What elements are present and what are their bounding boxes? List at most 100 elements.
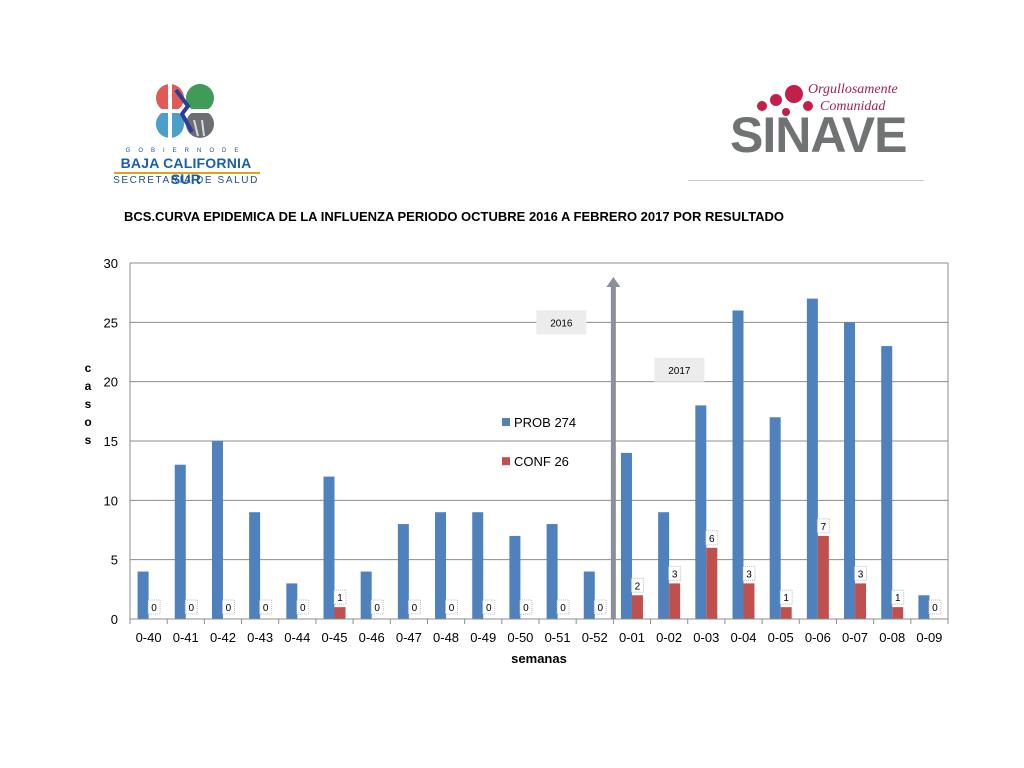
annotation-box xyxy=(654,357,705,382)
prob-bar xyxy=(844,322,856,619)
y-tick-label: 5 xyxy=(111,553,118,568)
prob-bar xyxy=(323,476,335,619)
conf-bar xyxy=(780,607,792,619)
y-axis-label-letter: c xyxy=(85,361,92,375)
conf-data-label: 6 xyxy=(709,534,715,545)
department-name: SECRETARÍA DE SALUD xyxy=(113,175,259,186)
divider-arrowhead xyxy=(606,277,621,287)
conf-bar xyxy=(855,583,867,619)
conf-data-label: 3 xyxy=(746,569,752,580)
data-label-box xyxy=(445,599,459,615)
conf-data-label: 0 xyxy=(374,603,380,614)
data-label-box xyxy=(705,530,719,546)
conf-bar xyxy=(334,607,346,619)
data-label-box xyxy=(482,599,496,615)
legend-label: PROB 274 xyxy=(514,415,576,430)
x-tick-label: 0-50 xyxy=(507,630,533,645)
y-tick-label: 20 xyxy=(104,375,118,390)
prob-bar xyxy=(918,595,930,619)
prob-bar xyxy=(732,310,744,619)
prob-bar xyxy=(397,524,409,619)
prob-bar xyxy=(695,405,707,619)
conf-data-label: 0 xyxy=(449,603,455,614)
conf-bar xyxy=(817,535,829,619)
data-label-box xyxy=(816,518,830,534)
conf-data-label: 2 xyxy=(635,581,641,592)
conf-data-label: 0 xyxy=(151,603,157,614)
x-tick-label: 0-40 xyxy=(136,630,162,645)
conf-data-label: 3 xyxy=(858,569,864,580)
x-tick-label: 0-51 xyxy=(545,630,571,645)
data-label-box xyxy=(333,589,347,605)
logo-underline xyxy=(688,180,924,181)
data-label-box xyxy=(593,599,607,615)
data-label-box xyxy=(147,599,161,615)
conf-data-label: 0 xyxy=(226,603,232,614)
conf-data-label: 7 xyxy=(821,522,827,533)
sinave-logo: Orgullosamente Comunidad SINAVE xyxy=(686,82,926,186)
government-label: GOBIERNODE xyxy=(125,148,247,154)
prob-bar xyxy=(806,298,818,619)
x-tick-label: 0-49 xyxy=(470,630,496,645)
bars xyxy=(137,298,930,619)
x-tick-label: 0-03 xyxy=(693,630,719,645)
x-tick-label: 0-52 xyxy=(582,630,608,645)
prob-bar xyxy=(620,452,632,619)
data-label-box xyxy=(742,565,756,581)
prob-bar xyxy=(174,464,186,619)
conf-data-label: 0 xyxy=(486,603,492,614)
legend-swatch xyxy=(502,418,510,427)
data-label-box xyxy=(779,589,793,605)
conf-bar xyxy=(706,547,718,619)
state-name: BAJA CALIFORNIA SUR xyxy=(120,155,252,187)
conf-data-label: 0 xyxy=(932,603,938,614)
x-tick-label: 0-07 xyxy=(842,630,868,645)
logo-divider xyxy=(114,172,260,174)
x-tick-label: 0-05 xyxy=(768,630,794,645)
conf-data-label: 1 xyxy=(783,593,789,604)
prob-bar xyxy=(211,441,223,619)
data-label-box xyxy=(891,589,905,605)
y-tick-label: 30 xyxy=(104,256,118,271)
conf-data-label: 3 xyxy=(672,569,678,580)
baja-california-sur-logo: GOBIERNODE BAJA CALIFORNIA SUR SECRETARÍ… xyxy=(108,84,268,187)
year-annotation: 2017 xyxy=(668,366,691,377)
annotation-box xyxy=(536,310,587,335)
data-label-box xyxy=(370,599,384,615)
conf-bar xyxy=(631,595,643,619)
x-tick-label: 0-01 xyxy=(619,630,645,645)
y-axis-label-letter: s xyxy=(85,397,92,411)
data-label-box xyxy=(259,599,273,615)
data-label-box xyxy=(407,599,421,615)
year-annotation: 2016 xyxy=(550,318,573,329)
legend-swatch xyxy=(502,457,510,466)
sinave-dots-icon xyxy=(757,85,813,116)
prob-bar xyxy=(286,583,298,619)
y-axis-label-letter: a xyxy=(85,379,92,393)
y-axis-label-letter: s xyxy=(85,433,92,447)
x-tick-label: 0-06 xyxy=(805,630,831,645)
x-tick-label: 0-02 xyxy=(656,630,682,645)
legend-label: CONF 26 xyxy=(514,454,569,469)
prob-bar xyxy=(472,512,484,619)
prob-bar xyxy=(360,571,372,619)
conf-data-label: 1 xyxy=(895,593,901,604)
year-annotations: 2016 2017 xyxy=(536,310,705,382)
prob-bar xyxy=(546,524,558,619)
prob-bar xyxy=(509,535,521,619)
x-tick-label: 0-41 xyxy=(173,630,199,645)
x-tick-label: 0-08 xyxy=(879,630,905,645)
slogan-line-1: Orgullosamente xyxy=(808,82,898,97)
legend: PROB 274 CONF 26 xyxy=(502,415,576,469)
y-tick-label: 10 xyxy=(104,493,118,508)
data-label-box xyxy=(854,565,868,581)
x-tick-label: 0-43 xyxy=(247,630,273,645)
data-label-box xyxy=(928,599,942,615)
x-tick-label: 0-44 xyxy=(284,630,310,645)
x-tick-label: 0-47 xyxy=(396,630,422,645)
x-tick-label: 0-46 xyxy=(359,630,385,645)
prob-bar xyxy=(583,571,595,619)
data-label-box xyxy=(221,599,235,615)
conf-data-label: 0 xyxy=(300,603,306,614)
y-axis-label-letter: o xyxy=(84,415,91,429)
